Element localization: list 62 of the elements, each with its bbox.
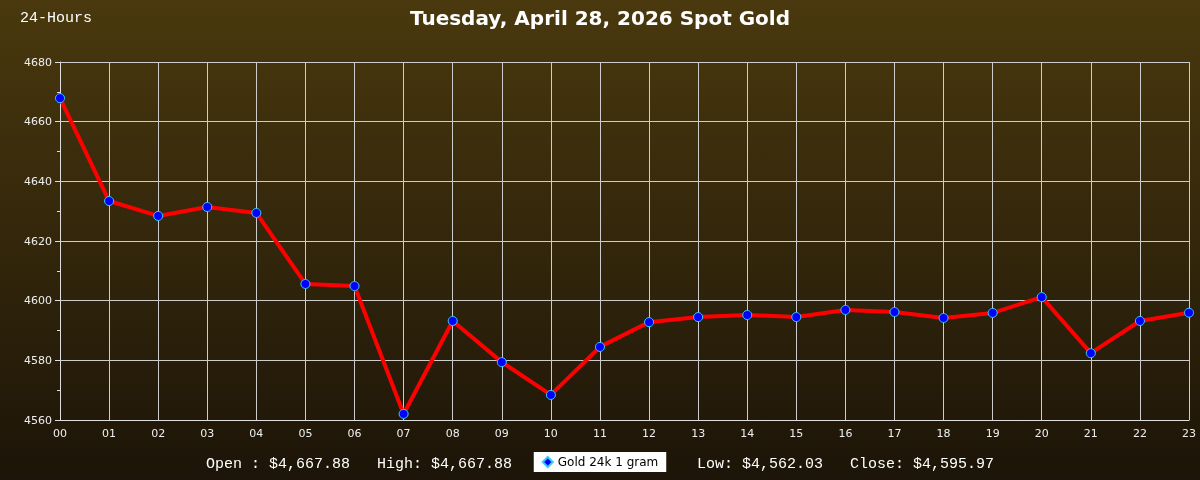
y-tick-label: 4580 — [24, 353, 52, 367]
text: 24-Hours — [20, 10, 93, 27]
y-tick-label: 4680 — [24, 55, 52, 69]
text: Low: $4,562.03 — [697, 455, 824, 473]
x-tick-label: 16 — [838, 427, 853, 440]
x-tick-label: 18 — [936, 427, 951, 440]
point — [447, 315, 458, 326]
point — [104, 196, 115, 207]
x-tick-label: 17 — [887, 427, 902, 440]
x-tick-label: 14 — [740, 427, 755, 440]
x-tick-label: 20 — [1034, 427, 1049, 440]
point — [153, 210, 164, 221]
point — [398, 408, 409, 419]
point — [742, 309, 753, 320]
x-tick-label: 13 — [691, 427, 706, 440]
x-tick-label: 00 — [53, 427, 67, 440]
text: Open : $4,667.88 — [206, 455, 351, 473]
point — [496, 357, 507, 368]
point — [987, 307, 998, 318]
point — [1184, 307, 1194, 318]
y-tick-label: 4640 — [24, 174, 52, 188]
y-tick-label: 4660 — [24, 115, 52, 129]
y-tick-label: 4560 — [24, 413, 52, 427]
text: Close: $4,595.97 — [850, 455, 995, 473]
point — [1036, 292, 1047, 303]
x-tick-label: 08 — [445, 427, 460, 440]
x-tick-label: 22 — [1132, 427, 1147, 440]
point — [791, 312, 802, 323]
x-tick-label: 04 — [249, 427, 264, 440]
x-tick-label: 19 — [985, 427, 1000, 440]
x-tick-label: 11 — [592, 427, 607, 440]
x-tick-label: 02 — [151, 427, 166, 440]
point — [693, 312, 704, 323]
legend-label: Gold 24k 1 gram — [557, 455, 659, 469]
point — [1134, 315, 1145, 326]
point — [889, 307, 900, 317]
point — [545, 389, 556, 400]
y-tick-label: 4620 — [24, 234, 52, 248]
point — [300, 278, 311, 289]
x-tick-label: 01 — [102, 427, 117, 440]
x-tick-label: 07 — [396, 427, 411, 440]
point — [594, 341, 605, 352]
point — [349, 281, 360, 292]
point — [202, 201, 213, 212]
point — [55, 93, 65, 104]
point — [1085, 348, 1096, 359]
y-tick-label: 4600 — [24, 294, 52, 308]
point — [938, 312, 949, 323]
x-tick-label: 21 — [1083, 427, 1098, 440]
x-tick-label: 15 — [789, 427, 804, 440]
x-tick-label: 03 — [200, 427, 215, 440]
point — [840, 304, 851, 315]
x-tick-label: 09 — [494, 427, 509, 440]
text: High: $4,667.88 — [377, 455, 513, 473]
x-tick-label: 05 — [298, 427, 313, 440]
point — [644, 317, 655, 328]
chart-title: Tuesday, April 28, 2026 Spot Gold — [409, 6, 791, 30]
point — [251, 207, 262, 218]
x-tick-label: 12 — [642, 427, 657, 440]
x-tick-label: 10 — [543, 427, 558, 440]
x-tick-label: 06 — [347, 427, 362, 440]
x-tick-label: 23 — [1182, 427, 1196, 440]
